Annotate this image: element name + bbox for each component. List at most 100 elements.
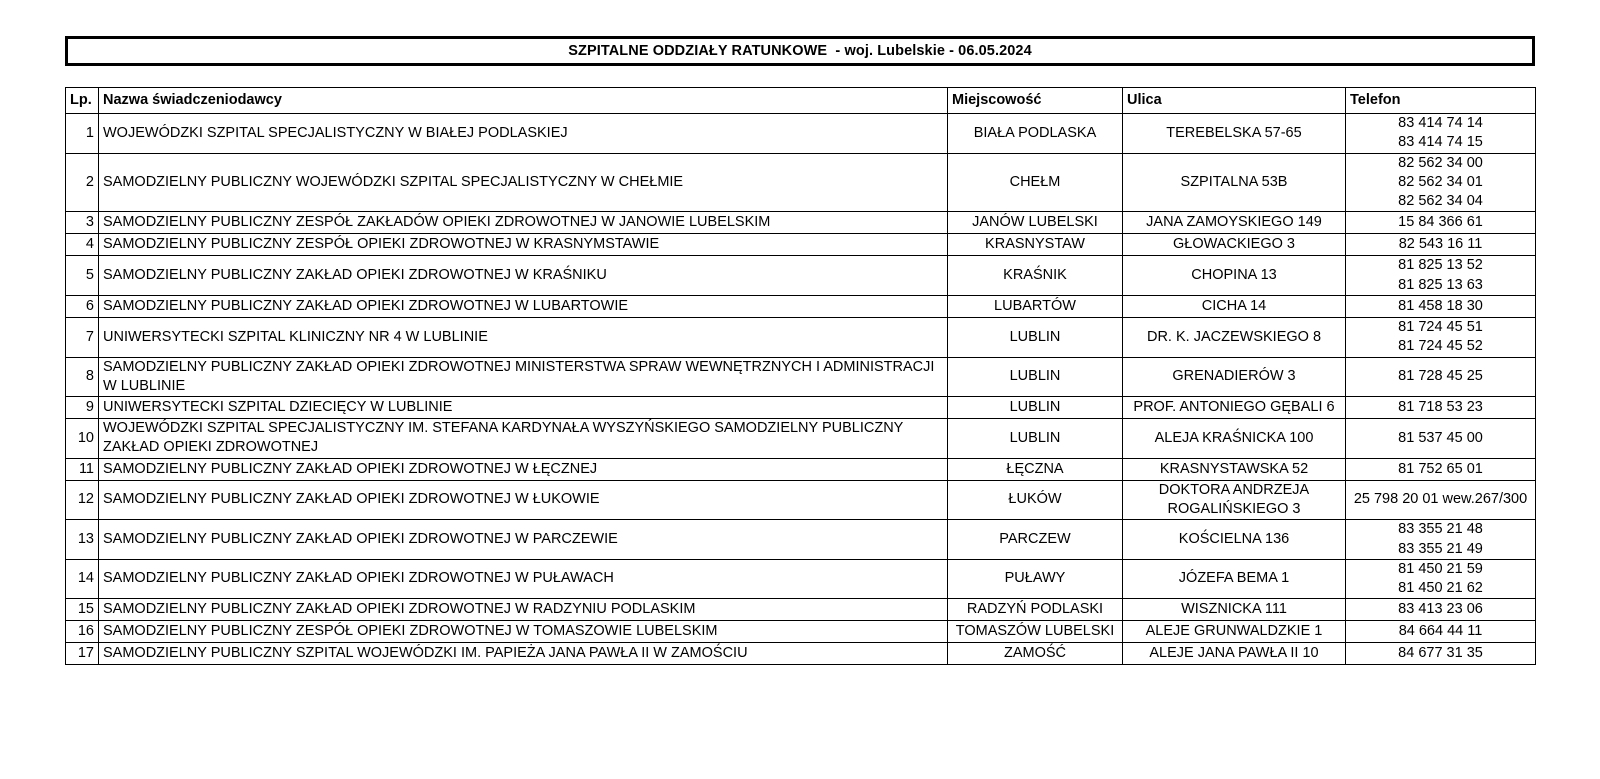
cell-street: ALEJA KRAŚNICKA 100 <box>1122 418 1346 459</box>
cell-lp: 2 <box>65 152 99 213</box>
phone-line: 83 355 21 48 <box>1398 521 1483 538</box>
cell-street: KOŚCIELNA 136 <box>1122 519 1346 560</box>
phone-line: 82 562 34 01 <box>1398 173 1483 190</box>
cell-provider-name: SAMODZIELNY PUBLICZNY ZAKŁAD OPIEKI ZDRO… <box>98 294 948 318</box>
phone-line: 83 413 23 06 <box>1398 601 1483 618</box>
cell-lp: 3 <box>65 211 99 235</box>
cell-street: CICHA 14 <box>1122 294 1346 318</box>
cell-street: GRENADIERÓW 3 <box>1122 356 1346 398</box>
cell-city: PARCZEW <box>947 519 1123 560</box>
phone-line: 81 718 53 23 <box>1398 398 1483 415</box>
cell-lp: 14 <box>65 558 99 600</box>
table-row: 14 SAMODZIELNY PUBLICZNY ZAKŁAD OPIEKI ZD… <box>65 558 1536 600</box>
street-line: KOŚCIELNA 136 <box>1178 530 1290 547</box>
street-line: SZPITALNA 53B <box>1180 173 1288 190</box>
cell-street: DOKTORA ANDRZEJA ROGALIŃSKIEGO 3 <box>1122 479 1346 521</box>
column-header-name: Nazwa świadczeniodawcy <box>98 87 948 114</box>
cell-provider-name: UNIWERSYTECKI SZPITAL DZIECIĘCY W LUBLIN… <box>98 396 948 420</box>
street-line: ALEJE GRUNWALDZKIE 1 <box>1145 623 1323 640</box>
street-line: GRENADIERÓW 3 <box>1172 368 1296 385</box>
phone-line: 25 798 20 01 wew.267/300 <box>1353 491 1528 508</box>
cell-provider-name: SAMODZIELNY PUBLICZNY ZAKŁAD OPIEKI ZDRO… <box>98 558 948 600</box>
cell-lp: 8 <box>65 356 99 398</box>
phone-line: 82 562 34 04 <box>1398 193 1483 210</box>
phone-line: 84 664 44 11 <box>1398 623 1483 640</box>
cell-city: LUBARTÓW <box>947 294 1123 318</box>
cell-provider-name: SAMODZIELNY PUBLICZNY ZAKŁAD OPIEKI ZDRO… <box>98 356 948 398</box>
cell-city: ŁUKÓW <box>947 479 1123 521</box>
street-line: TEREBELSKA 57-65 <box>1166 124 1302 141</box>
cell-city: ZAMOŚĆ <box>947 642 1123 666</box>
cell-lp: 15 <box>65 598 99 622</box>
street-line: CICHA 14 <box>1201 297 1267 314</box>
cell-provider-name: SAMODZIELNY PUBLICZNY ZESPÓŁ OPIEKI ZDRO… <box>98 620 948 644</box>
cell-street: WISZNICKA 111 <box>1122 598 1346 622</box>
phone-line: 84 677 31 35 <box>1398 645 1483 662</box>
cell-phone: 84 677 31 35 <box>1345 642 1536 666</box>
table-row: 4 SAMODZIELNY PUBLICZNY ZESPÓŁ OPIEKI ZDR… <box>65 233 1536 257</box>
street-line: ALEJA KRAŚNICKA 100 <box>1154 429 1314 446</box>
cell-provider-name: SAMODZIELNY PUBLICZNY ZESPÓŁ ZAKŁADÓW OP… <box>98 211 948 235</box>
table-row: 16 SAMODZIELNY PUBLICZNY ZESPÓŁ OPIEKI ZD… <box>65 620 1536 644</box>
street-line: CHOPINA 13 <box>1191 267 1277 284</box>
table-row: 3 SAMODZIELNY PUBLICZNY ZESPÓŁ ZAKŁADÓW O… <box>65 211 1536 235</box>
cell-lp: 1 <box>65 113 99 154</box>
phone-line: 83 414 74 15 <box>1398 134 1483 151</box>
street-line: ALEJE JANA PAWŁA II 10 <box>1149 645 1319 662</box>
cell-city: CHEŁM <box>947 152 1123 213</box>
cell-provider-name: SAMODZIELNY PUBLICZNY ZAKŁAD OPIEKI ZDRO… <box>98 479 948 521</box>
phone-line: 81 450 21 59 <box>1398 560 1483 577</box>
cell-provider-name: SAMODZIELNY PUBLICZNY ZAKŁAD OPIEKI ZDRO… <box>98 519 948 560</box>
phone-line: 83 414 74 14 <box>1398 115 1483 131</box>
table-row: 9 UNIWERSYTECKI SZPITAL DZIECIĘCY W LUBLI… <box>65 396 1536 420</box>
cell-phone: 81 537 45 00 <box>1345 418 1536 459</box>
table-row: 7 UNIWERSYTECKI SZPITAL KLINICZNY NR 4 W … <box>65 316 1536 358</box>
cell-phone: 83 355 21 48 83 355 21 49 <box>1345 519 1536 560</box>
table-row: 13 SAMODZIELNY PUBLICZNY ZAKŁAD OPIEKI ZD… <box>65 519 1536 560</box>
page-title: SZPITALNE ODDZIAŁY RATUNKOWE - woj. Lube… <box>568 43 1032 59</box>
cell-city: ŁĘCZNA <box>947 457 1123 481</box>
phone-line: 83 355 21 49 <box>1398 540 1483 557</box>
cell-city: LUBLIN <box>947 396 1123 420</box>
table-row: 11 SAMODZIELNY PUBLICZNY ZAKŁAD OPIEKI ZD… <box>65 457 1536 481</box>
cell-lp: 10 <box>65 418 99 459</box>
column-header-city: Miejscowość <box>947 87 1123 114</box>
cell-provider-name: SAMODZIELNY PUBLICZNY WOJEWÓDZKI SZPITAL… <box>98 152 948 213</box>
cell-city: RADZYŃ PODLASKI <box>947 598 1123 622</box>
street-line: DR. K. JACZEWSKIEGO 8 <box>1146 328 1322 345</box>
street-line: JÓZEFA BEMA 1 <box>1178 570 1290 587</box>
phone-line: 81 825 13 63 <box>1398 276 1483 293</box>
hospital-emergency-departments-table: Lp. Nazwa świadczeniodawcy Miejscowość U… <box>65 87 1536 666</box>
phone-line: 82 562 34 00 <box>1398 154 1483 171</box>
cell-phone: 25 798 20 01 wew.267/300 <box>1345 479 1536 521</box>
cell-phone: 81 728 45 25 <box>1345 356 1536 398</box>
phone-line: 82 543 16 11 <box>1398 236 1483 253</box>
cell-street: JANA ZAMOYSKIEGO 149 <box>1122 211 1346 235</box>
cell-provider-name: SAMODZIELNY PUBLICZNY SZPITAL WOJEWÓDZKI… <box>98 642 948 666</box>
table-row: 12 SAMODZIELNY PUBLICZNY ZAKŁAD OPIEKI ZD… <box>65 479 1536 521</box>
phone-line: 81 724 45 51 <box>1398 318 1483 335</box>
cell-phone: 81 718 53 23 <box>1345 396 1536 420</box>
cell-city: PUŁAWY <box>947 558 1123 600</box>
cell-street: SZPITALNA 53B <box>1122 152 1346 213</box>
cell-street: ALEJE JANA PAWŁA II 10 <box>1122 642 1346 666</box>
phone-line: 81 537 45 00 <box>1398 429 1483 446</box>
cell-phone: 15 84 366 61 <box>1345 211 1536 235</box>
cell-street: CHOPINA 13 <box>1122 255 1346 296</box>
street-line: JANA ZAMOYSKIEGO 149 <box>1146 214 1322 231</box>
cell-lp: 9 <box>65 396 99 420</box>
cell-city: LUBLIN <box>947 418 1123 459</box>
cell-lp: 4 <box>65 233 99 257</box>
cell-phone: 83 413 23 06 <box>1345 598 1536 622</box>
table-row: 8 SAMODZIELNY PUBLICZNY ZAKŁAD OPIEKI ZDR… <box>65 356 1536 398</box>
cell-street: TEREBELSKA 57-65 <box>1122 113 1346 154</box>
cell-street: PROF. ANTONIEGO GĘBALI 6 <box>1122 396 1346 420</box>
cell-phone: 84 664 44 11 <box>1345 620 1536 644</box>
column-header-street: Ulica <box>1122 87 1346 114</box>
phone-line: 81 752 65 01 <box>1398 460 1483 477</box>
cell-phone: 81 724 45 51 81 724 45 52 <box>1345 316 1536 358</box>
document-title-banner: SZPITALNE ODDZIAŁY RATUNKOWE - woj. Lube… <box>65 36 1535 66</box>
column-header-phone: Telefon <box>1345 87 1536 114</box>
cell-lp: 16 <box>65 620 99 644</box>
